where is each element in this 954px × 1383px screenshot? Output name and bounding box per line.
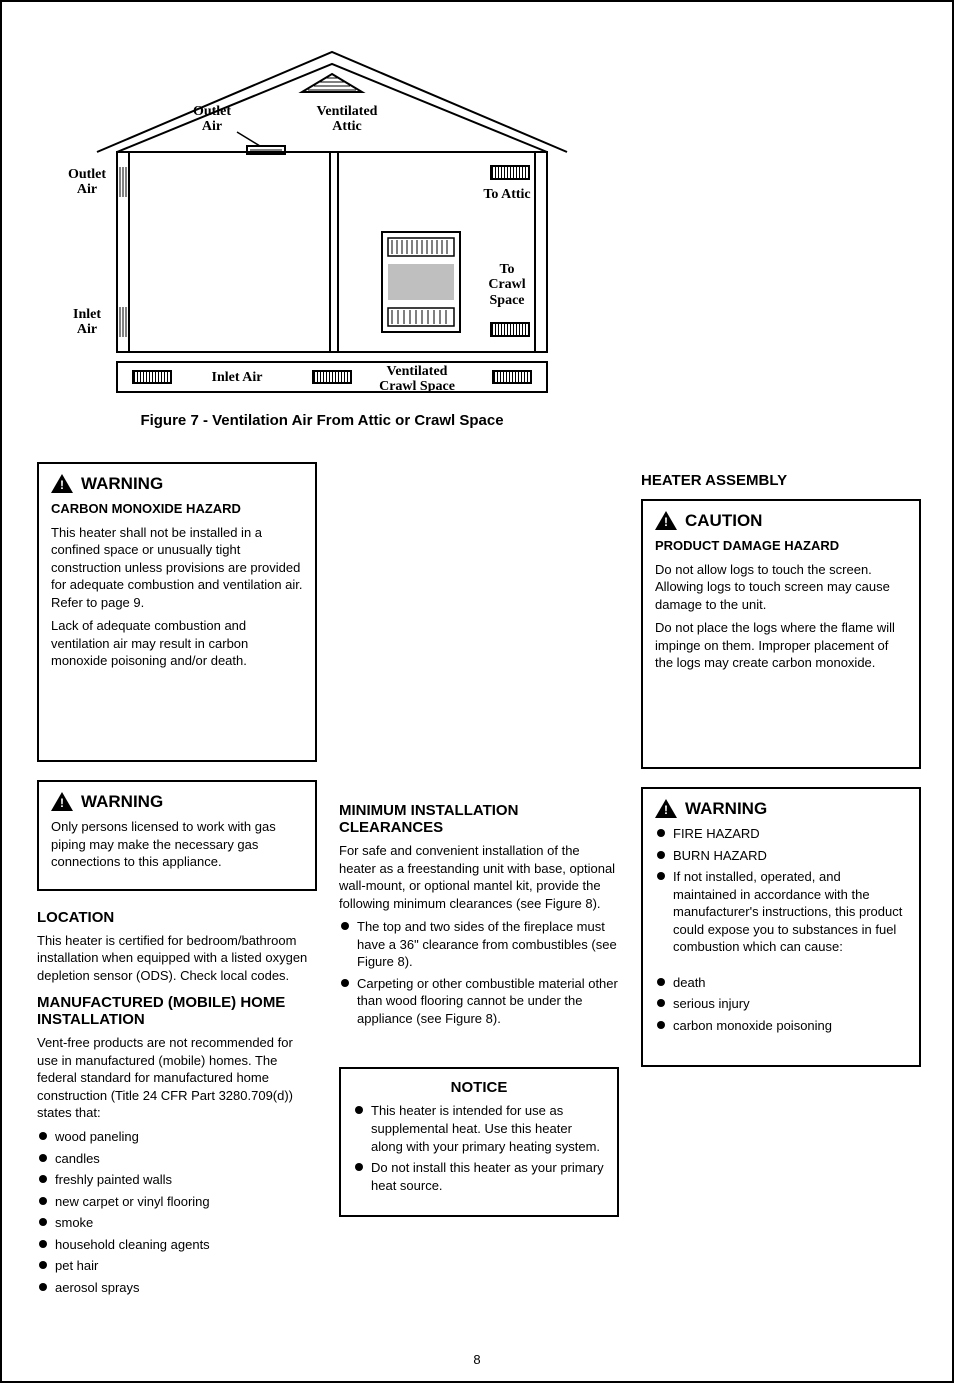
- label-to-crawl: ToCrawlSpace: [477, 262, 537, 308]
- warning-gas-body: Only persons licensed to work with gas p…: [51, 818, 303, 871]
- house-svg: [62, 32, 582, 402]
- warning-title: WARNING: [81, 474, 163, 494]
- warning-title: WARNING: [81, 792, 163, 812]
- location-heading: LOCATION: [37, 909, 317, 926]
- page: OutletAir VentilatedAttic OutletAir To A…: [0, 0, 954, 1383]
- list-item: If not installed, operated, and maintain…: [655, 868, 907, 956]
- notice-box: NOTICE This heater is intended for use a…: [339, 1067, 619, 1217]
- warning-box-fire: WARNING FIRE HAZARD BURN HAZARD If not i…: [641, 787, 921, 1067]
- notice-list: This heater is intended for use as suppl…: [353, 1102, 605, 1194]
- crawl-vent-1: [132, 370, 172, 384]
- warning-box-gas: WARNING Only persons licensed to work wi…: [37, 780, 317, 891]
- list-item: Carpeting or other combustible material …: [339, 975, 619, 1028]
- vent-to-attic: [490, 165, 530, 180]
- list-item: death: [655, 974, 907, 992]
- caution-p1: Do not allow logs to touch the screen. A…: [655, 561, 907, 614]
- notice-title: NOTICE: [353, 1079, 605, 1096]
- list-item: BURN HAZARD: [655, 847, 907, 865]
- label-inlet-air-left: InletAir: [62, 307, 112, 338]
- manufactured-p: Vent-free products are not recommended f…: [37, 1034, 317, 1122]
- figure-caption: Figure 7 - Ventilation Air From Attic or…: [62, 412, 582, 429]
- warning-icon: [51, 792, 73, 811]
- list-item: pet hair: [37, 1257, 317, 1275]
- label-ventilated-attic: VentilatedAttic: [302, 104, 392, 135]
- ventilation-diagram: OutletAir VentilatedAttic OutletAir To A…: [62, 32, 582, 402]
- label-to-attic: To Attic: [472, 187, 542, 202]
- list-item: aerosol sprays: [37, 1279, 317, 1297]
- warning-icon: [655, 511, 677, 530]
- column-1: WARNING CARBON MONOXIDE HAZARD This heat…: [37, 462, 317, 1300]
- text-columns: WARNING CARBON MONOXIDE HAZARD This heat…: [37, 462, 921, 1300]
- clearances-p: For safe and convenient installation of …: [339, 842, 619, 912]
- list-item: This heater is intended for use as suppl…: [353, 1102, 605, 1155]
- label-inlet-air-bottom: Inlet Air: [197, 370, 277, 385]
- list-item: new carpet or vinyl flooring: [37, 1193, 317, 1211]
- crawl-vent-2: [312, 370, 352, 384]
- list-item: serious injury: [655, 995, 907, 1013]
- warning-icon: [655, 799, 677, 818]
- warn-bullets-top: FIRE HAZARD BURN HAZARD If not installed…: [655, 825, 907, 956]
- column-2: MINIMUM INSTALLATION CLEARANCES For safe…: [339, 462, 619, 1300]
- warning-p2: Lack of adequate combustion and ventilat…: [51, 617, 303, 670]
- clearances-heading: MINIMUM INSTALLATION CLEARANCES: [339, 802, 619, 836]
- hazard-list: wood paneling candles freshly painted wa…: [37, 1128, 317, 1296]
- list-item: FIRE HAZARD: [655, 825, 907, 843]
- list-item: Do not install this heater as your prima…: [353, 1159, 605, 1194]
- list-item: wood paneling: [37, 1128, 317, 1146]
- warning-title: WARNING: [685, 799, 767, 819]
- label-outlet-air-top: OutletAir: [182, 104, 242, 135]
- caution-box: CAUTION PRODUCT DAMAGE HAZARD Do not all…: [641, 499, 921, 769]
- crawl-vent-3: [492, 370, 532, 384]
- warning-box-co: WARNING CARBON MONOXIDE HAZARD This heat…: [37, 462, 317, 762]
- location-p: This heater is certified for bedroom/bat…: [37, 932, 317, 985]
- warning-icon: [51, 474, 73, 493]
- column-3: HEATER ASSEMBLY These models can be inst…: [641, 462, 921, 1300]
- list-item: smoke: [37, 1214, 317, 1232]
- label-ventilated-crawl: VentilatedCrawl Space: [372, 364, 462, 395]
- warning-p1: This heater shall not be installed in a …: [51, 524, 303, 612]
- list-item: household cleaning agents: [37, 1236, 317, 1254]
- assembly-heading: HEATER ASSEMBLY: [641, 472, 921, 489]
- caution-title: CAUTION: [685, 511, 762, 531]
- manufactured-heading: MANUFACTURED (MOBILE) HOME INSTALLATION: [37, 994, 317, 1028]
- clearances-list: The top and two sides of the fireplace m…: [339, 918, 619, 1027]
- label-outlet-air-left: OutletAir: [62, 167, 112, 198]
- caution-p2: Do not place the logs where the flame wi…: [655, 619, 907, 672]
- list-item: carbon monoxide poisoning: [655, 1017, 907, 1035]
- vent-to-crawl: [490, 322, 530, 337]
- warning-lead: CARBON MONOXIDE HAZARD: [51, 500, 303, 518]
- list-item: freshly painted walls: [37, 1171, 317, 1189]
- warn-bullets-bottom: death serious injury carbon monoxide poi…: [655, 974, 907, 1035]
- list-item: The top and two sides of the fireplace m…: [339, 918, 619, 971]
- list-item: candles: [37, 1150, 317, 1168]
- caution-lead: PRODUCT DAMAGE HAZARD: [655, 537, 907, 555]
- page-number: 8: [2, 1352, 952, 1367]
